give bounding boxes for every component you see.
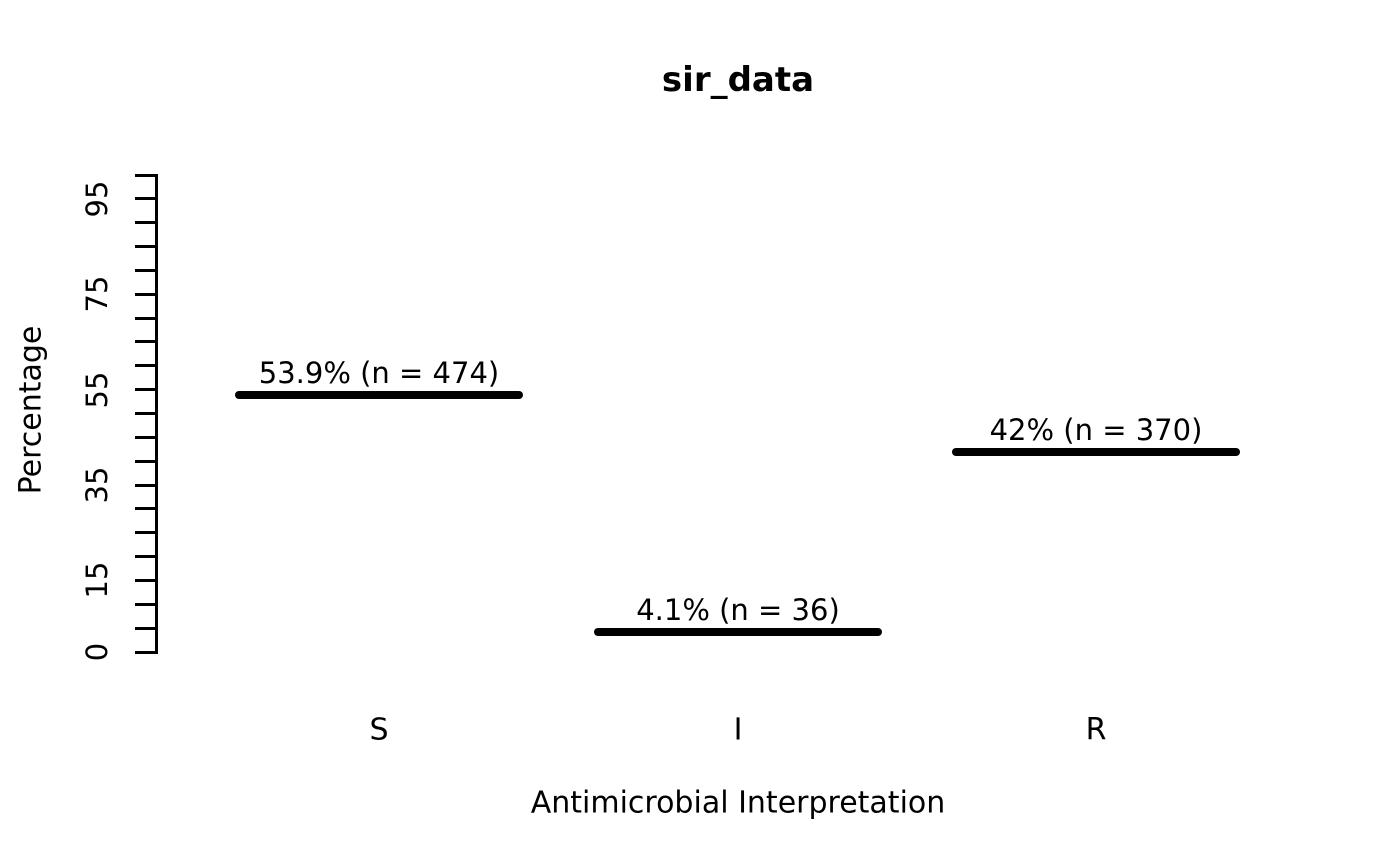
category-label-R: R — [1085, 712, 1107, 748]
y-tick-mark — [135, 459, 155, 463]
y-tick-label: 75 — [80, 275, 114, 313]
y-tick-label: 0 — [80, 642, 114, 662]
y-tick-mark — [135, 650, 155, 654]
y-tick-label: 15 — [80, 561, 114, 599]
y-tick-mark — [135, 507, 155, 511]
bar-label-S: 53.9% (n = 474) — [258, 356, 500, 391]
y-tick-mark — [135, 245, 155, 249]
y-tick-mark — [135, 531, 155, 535]
y-tick-label: 55 — [80, 371, 114, 409]
y-tick-mark — [135, 197, 155, 201]
y-tick-mark — [135, 435, 155, 439]
y-tick-mark — [135, 483, 155, 487]
bar-label-R: 42% (n = 370) — [989, 412, 1203, 447]
y-tick-mark — [135, 221, 155, 225]
y-tick-mark — [135, 602, 155, 606]
y-tick-mark — [135, 340, 155, 344]
bar-R — [952, 447, 1240, 456]
category-label-I: I — [733, 712, 743, 748]
y-tick-label: 95 — [80, 180, 114, 218]
y-axis-line — [155, 173, 158, 654]
y-tick-label: 35 — [80, 466, 114, 504]
x-axis-label: Antimicrobial Interpretation — [530, 785, 946, 821]
y-tick-mark — [135, 626, 155, 630]
category-label-S: S — [369, 712, 389, 748]
bar-label-I: 4.1% (n = 36) — [636, 593, 840, 628]
y-tick-mark — [135, 268, 155, 272]
y-tick-mark — [135, 316, 155, 320]
y-tick-mark — [135, 412, 155, 415]
bar-S — [235, 390, 523, 399]
y-tick-mark — [135, 388, 155, 392]
y-axis-label: Percentage — [13, 325, 49, 495]
y-tick-mark — [135, 173, 155, 177]
chart-title: sir_data — [661, 60, 815, 100]
y-tick-mark — [135, 578, 155, 582]
y-tick-mark — [135, 364, 155, 368]
bar-I — [594, 628, 882, 637]
y-tick-mark — [135, 555, 155, 559]
y-tick-mark — [135, 292, 155, 296]
